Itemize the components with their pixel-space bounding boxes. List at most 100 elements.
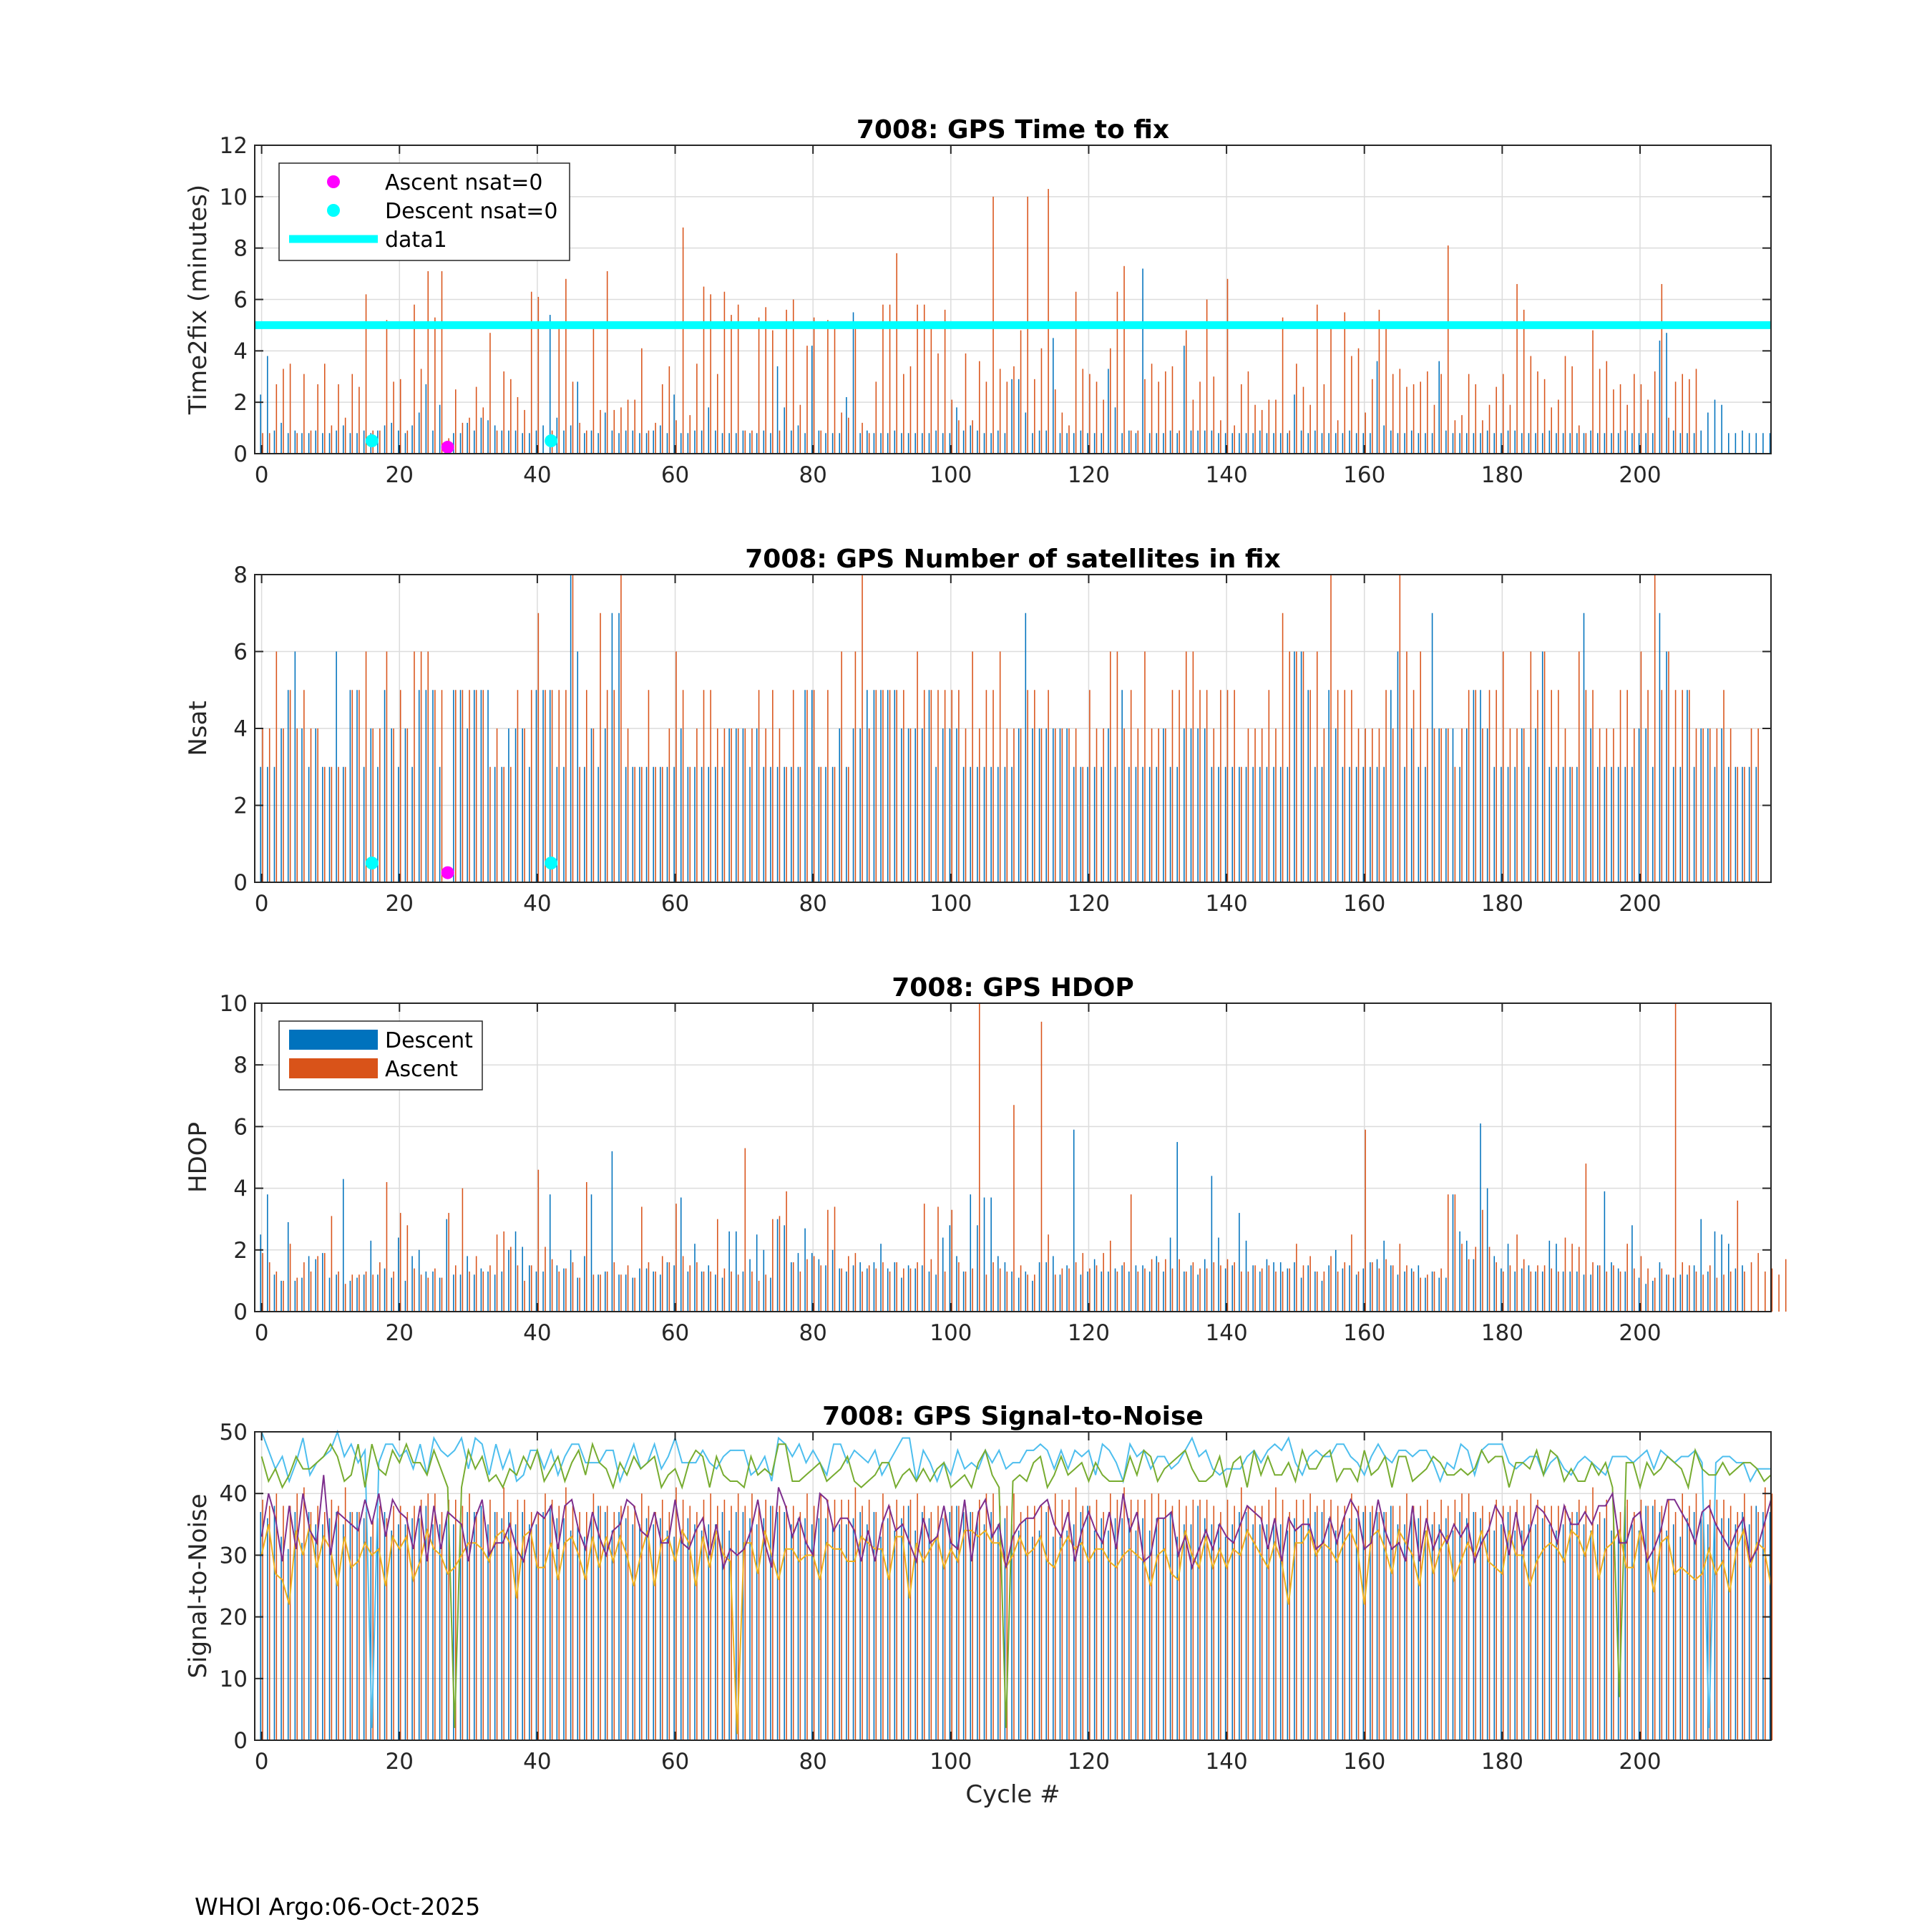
bar-ascent [1682, 1262, 1684, 1312]
bar-descent [522, 1246, 523, 1312]
x-tick-label: 180 [1481, 891, 1523, 917]
bar-descent [1066, 1530, 1068, 1740]
bar-ascent [1158, 1262, 1159, 1312]
bar-ascent [1372, 728, 1373, 882]
bar-descent [1080, 1274, 1082, 1312]
bar-descent [618, 1274, 620, 1312]
bar-descent [315, 728, 317, 882]
bar-ascent [441, 270, 443, 454]
bar-descent [1307, 690, 1309, 882]
bar-ascent [951, 399, 953, 454]
bar-ascent [1606, 728, 1608, 882]
bar-ascent [1075, 1487, 1077, 1740]
bar-ascent [1351, 356, 1352, 454]
x-tick-label: 60 [661, 891, 689, 917]
bar-descent [1590, 728, 1591, 882]
bar-ascent [930, 690, 932, 882]
y-axis-label: Nsat [184, 701, 213, 756]
bar-ascent [1599, 728, 1601, 882]
legend-label: Ascent nsat=0 [385, 170, 542, 195]
bar-ascent [289, 1506, 291, 1740]
bar-ascent [786, 1191, 787, 1312]
bar-descent [1480, 433, 1481, 454]
bar-descent [273, 1506, 275, 1740]
bar-ascent [875, 381, 877, 454]
bar-descent [328, 1277, 331, 1312]
bar-ascent [1179, 1259, 1180, 1312]
bar-descent [1087, 1506, 1088, 1740]
bar-ascent [703, 1271, 705, 1312]
bar-descent [673, 1265, 675, 1312]
bar-descent [1514, 1530, 1516, 1740]
bar-ascent [1241, 384, 1242, 454]
bar-ascent [1247, 1506, 1249, 1740]
bar-ascent [1330, 1499, 1332, 1740]
bar-ascent [1357, 348, 1360, 454]
bar-descent [645, 766, 648, 882]
bar-descent [901, 1277, 902, 1312]
bar-descent [597, 433, 599, 454]
bar-ascent [1523, 1259, 1525, 1312]
bar-ascent [303, 374, 305, 454]
bar-ascent [896, 1499, 897, 1740]
bar-ascent [434, 317, 436, 454]
bar-descent [618, 613, 620, 882]
bar-ascent [958, 690, 960, 882]
bar-descent [287, 433, 289, 454]
bar-ascent [323, 1253, 326, 1312]
bar-descent [1700, 1518, 1702, 1740]
bar-ascent [1378, 309, 1380, 454]
bar-ascent [1020, 728, 1022, 882]
bar-ascent [1254, 1265, 1256, 1312]
bar-descent [1239, 1512, 1240, 1740]
bar-ascent [613, 690, 615, 882]
bar-descent [1576, 433, 1578, 454]
bar-descent [1431, 613, 1433, 882]
bar-descent [1066, 433, 1068, 454]
bar-descent [1239, 766, 1240, 882]
bar-ascent [1323, 1499, 1325, 1740]
bar-descent [825, 433, 826, 454]
bar-ascent [496, 728, 498, 882]
bar-ascent [283, 1280, 284, 1312]
bar-descent [846, 766, 847, 882]
bar-ascent [441, 1277, 443, 1312]
bar-ascent [758, 1506, 760, 1740]
bar-descent [1410, 728, 1413, 882]
bar-descent [294, 430, 296, 454]
bar-ascent [303, 1487, 305, 1740]
bar-ascent [489, 766, 491, 882]
bar-descent [1101, 433, 1103, 454]
bar-ascent [1048, 1506, 1049, 1740]
bar-descent [983, 433, 985, 454]
bar-descent [577, 1524, 579, 1740]
bar-ascent [1592, 330, 1594, 454]
bar-descent [1266, 1259, 1268, 1312]
bar-ascent [351, 374, 353, 454]
bar-descent [1080, 766, 1082, 882]
line-snr-sat-1 [260, 1429, 1771, 1728]
bar-descent [977, 766, 978, 882]
bar-ascent [1378, 1512, 1380, 1740]
bar-ascent [1668, 417, 1669, 454]
bar-ascent [1192, 1499, 1194, 1740]
bar-descent [508, 1512, 509, 1740]
bar-ascent [1709, 1265, 1711, 1312]
bar-ascent [1496, 690, 1497, 882]
bar-ascent [751, 728, 753, 882]
bar-ascent [1137, 430, 1139, 454]
bar-ascent [1171, 366, 1174, 454]
bar-ascent [1461, 1493, 1463, 1740]
bar-descent [453, 1524, 454, 1740]
bar-descent [1059, 1274, 1061, 1312]
bar-descent [1404, 1271, 1405, 1312]
bar-descent [1735, 1524, 1737, 1740]
bar-ascent [731, 1271, 732, 1312]
bar-ascent [1316, 304, 1318, 454]
bar-descent [1038, 728, 1040, 882]
bar-ascent [1185, 1271, 1187, 1312]
bar-descent [1059, 1536, 1061, 1740]
bar-descent [1156, 1518, 1158, 1740]
bar-descent [742, 1271, 744, 1312]
bar-ascent [1737, 1512, 1739, 1740]
